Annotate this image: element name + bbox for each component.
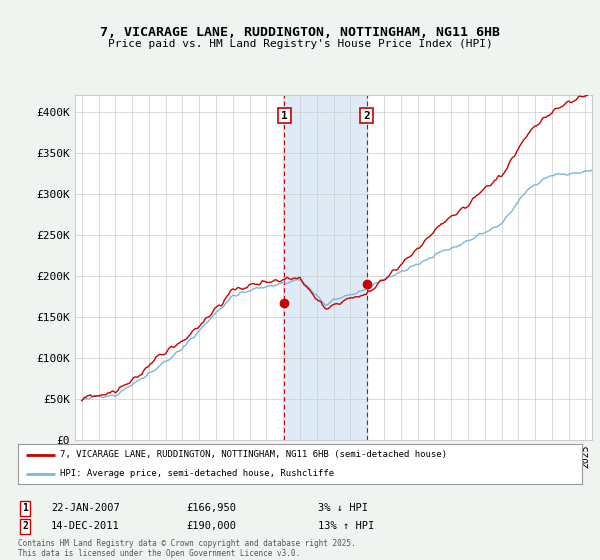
Text: Contains HM Land Registry data © Crown copyright and database right 2025.
This d: Contains HM Land Registry data © Crown c… (18, 539, 356, 558)
Text: 14-DEC-2011: 14-DEC-2011 (51, 521, 120, 531)
Bar (284, 95, 367, 440)
Text: 2: 2 (22, 521, 28, 531)
Text: 3% ↓ HPI: 3% ↓ HPI (318, 503, 368, 514)
Text: 13% ↑ HPI: 13% ↑ HPI (318, 521, 374, 531)
Text: 7, VICARAGE LANE, RUDDINGTON, NOTTINGHAM, NG11 6HB: 7, VICARAGE LANE, RUDDINGTON, NOTTINGHAM… (100, 26, 500, 39)
Text: 22-JAN-2007: 22-JAN-2007 (51, 503, 120, 514)
Text: 1: 1 (281, 111, 288, 121)
Text: 7, VICARAGE LANE, RUDDINGTON, NOTTINGHAM, NG11 6HB (semi-detached house): 7, VICARAGE LANE, RUDDINGTON, NOTTINGHAM… (60, 450, 448, 459)
Text: Price paid vs. HM Land Registry's House Price Index (HPI): Price paid vs. HM Land Registry's House … (107, 39, 493, 49)
Text: 2: 2 (363, 111, 370, 121)
Text: HPI: Average price, semi-detached house, Rushcliffe: HPI: Average price, semi-detached house,… (60, 469, 334, 478)
Text: £190,000: £190,000 (186, 521, 236, 531)
Text: 1: 1 (22, 503, 28, 514)
Text: £166,950: £166,950 (186, 503, 236, 514)
